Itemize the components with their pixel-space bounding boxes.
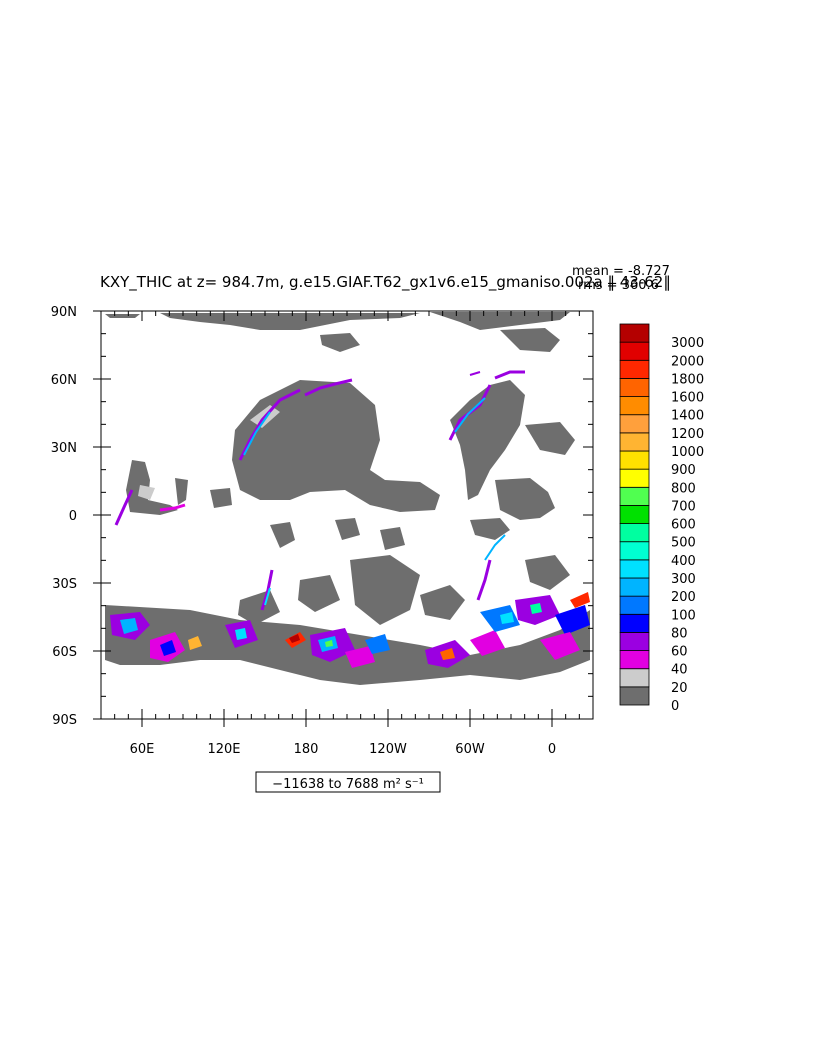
colorbar-label: 20 — [671, 681, 688, 696]
colorbar-swatch — [619, 632, 650, 651]
colorbar-swatch — [619, 686, 650, 706]
colorbar-label: 400 — [671, 554, 696, 569]
colorbar-swatch — [619, 486, 650, 506]
colorbar-swatch — [619, 668, 650, 688]
colorbar-label: 200 — [671, 590, 696, 605]
colorbar-swatch — [619, 523, 650, 543]
colorbar-label: 60 — [671, 645, 688, 660]
colorbar-label: 3000 — [671, 336, 704, 351]
colorbar-label: 800 — [671, 481, 696, 496]
colorbar: 0 20 40 60 80 100 200 300 400 500 600 700 800 900 1000… — [619, 323, 704, 714]
colorbar-swatch — [619, 577, 650, 597]
colorbar-label: 1200 — [671, 427, 704, 442]
colorbar-swatch — [619, 650, 650, 670]
y-tick-label: 30S — [52, 577, 77, 592]
colorbar-label: 40 — [671, 663, 688, 678]
x-tick-label: 180 — [294, 742, 319, 757]
colorbar-label: 900 — [671, 463, 696, 478]
y-tick-label: 30N — [51, 441, 77, 456]
colorbar-swatch — [619, 505, 650, 524]
colorbar-label: 0 — [671, 699, 679, 714]
colorbar-swatch — [619, 468, 650, 488]
colorbar-label: 80 — [671, 626, 688, 641]
colorbar-swatch — [619, 450, 650, 470]
colorbar-swatch — [619, 559, 650, 579]
rms-stat: rms = 360.6 — [578, 278, 659, 293]
colorbar-label: 300 — [671, 572, 696, 587]
colorbar-label: 100 — [671, 608, 696, 623]
colorbar-swatch — [619, 613, 650, 633]
colorbar-label: 500 — [671, 536, 696, 551]
y-tick-label: 0 — [69, 509, 77, 524]
colorbar-swatch — [619, 595, 650, 615]
y-tick-label: 90N — [51, 305, 77, 320]
x-tick-label: 120W — [369, 742, 407, 757]
x-axis: 60E 120E 180 120W 60W 0 — [114, 311, 580, 757]
colorbar-swatch — [619, 414, 650, 434]
colorbar-swatch — [619, 396, 650, 416]
map-field — [101, 311, 593, 719]
y-tick-label: 60N — [51, 373, 77, 388]
colorbar-label: 1400 — [671, 409, 704, 424]
colorbar-swatch — [619, 378, 650, 397]
colorbar-label: 1800 — [671, 372, 704, 387]
x-tick-label: 60E — [130, 742, 155, 757]
colorbar-label: 700 — [671, 499, 696, 514]
colorbar-swatch — [619, 323, 650, 343]
colorbar-label: 1600 — [671, 391, 704, 406]
x-tick-label: 60W — [455, 742, 485, 757]
mean-stat: mean = -8.727 — [572, 264, 670, 279]
colorbar-label: 1000 — [671, 445, 704, 460]
colorbar-swatch — [619, 341, 650, 361]
y-axis: 90N 60N 30N 0 30S 60S 90S — [51, 305, 593, 728]
y-tick-label: 60S — [52, 645, 77, 660]
colorbar-label: 2000 — [671, 354, 704, 369]
range-note-box: −11638 to 7688 m² s⁻¹ — [255, 771, 441, 793]
range-note: −11638 to 7688 m² s⁻¹ — [272, 777, 424, 792]
x-tick-label: 120E — [207, 742, 240, 757]
colorbar-label: 600 — [671, 518, 696, 533]
y-tick-label: 90S — [52, 713, 77, 728]
x-tick-label: 0 — [548, 742, 556, 757]
colorbar-swatch — [619, 432, 650, 452]
chart-title: KXY_THIC at z= 984.7m, g.e15.GIAF.T62_gx… — [100, 273, 671, 292]
colorbar-swatch — [619, 541, 650, 561]
colorbar-swatch — [619, 359, 650, 379]
